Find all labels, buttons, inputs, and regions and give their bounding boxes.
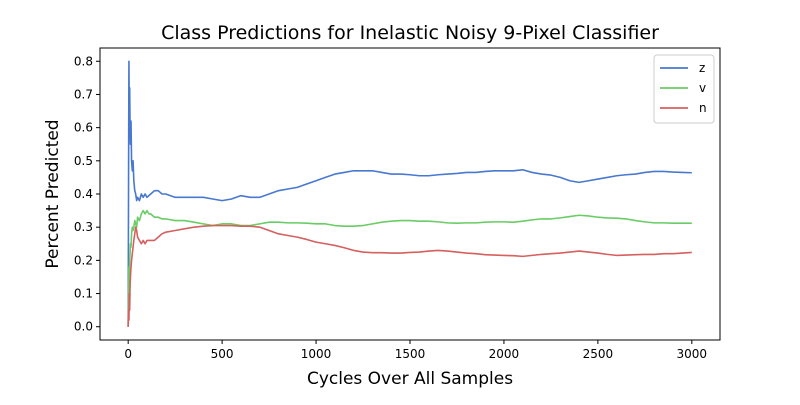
y-tick-label: 0.3: [74, 220, 93, 234]
series-layer: [127, 60, 692, 327]
legend-label-n: n: [699, 101, 707, 115]
y-tick-label: 0.6: [74, 121, 93, 135]
x-tick-label: 500: [211, 347, 234, 361]
y-axis: 0.0 0.1 0.2 0.3 0.4 0.5 0.6 0.7 0.8: [74, 54, 100, 334]
y-tick-label: 0.0: [74, 320, 93, 334]
x-tick-label: 1000: [301, 347, 332, 361]
series-line-n: [127, 224, 692, 327]
x-tick-label: 3000: [677, 347, 708, 361]
y-tick-label: 0.7: [74, 87, 93, 101]
x-axis: 0 500 1000 1500 2000 2500 3000: [124, 340, 707, 361]
legend: zvn: [653, 54, 715, 124]
legend-label-v: v: [699, 81, 706, 95]
x-tick-label: 1500: [395, 347, 426, 361]
y-axis-label: Percent Predicted: [43, 119, 63, 268]
y-tick-label: 0.5: [74, 154, 93, 168]
series-line-v: [127, 209, 692, 327]
legend-box: [653, 54, 715, 124]
y-tick-label: 0.2: [74, 253, 93, 267]
y-tick-label: 0.4: [74, 187, 93, 201]
series-line-z: [127, 60, 692, 327]
x-tick-label: 0: [124, 347, 132, 361]
y-tick-label: 0.8: [74, 54, 93, 68]
chart-title: Class Predictions for Inelastic Noisy 9-…: [161, 22, 659, 44]
plot-area: [100, 48, 720, 340]
x-tick-label: 2000: [489, 347, 520, 361]
x-axis-label: Cycles Over All Samples: [307, 369, 513, 389]
legend-label-z: z: [699, 61, 705, 75]
y-tick-label: 0.1: [74, 287, 93, 301]
x-tick-label: 2500: [583, 347, 614, 361]
